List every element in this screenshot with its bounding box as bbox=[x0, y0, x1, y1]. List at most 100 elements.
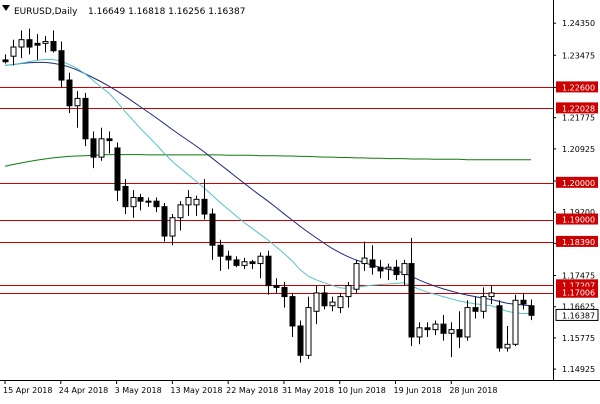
candle-body bbox=[193, 198, 200, 206]
price-tick-label: 1.17475 bbox=[562, 271, 595, 280]
candle-body bbox=[337, 296, 344, 309]
level-price-box bbox=[556, 286, 598, 298]
candle-body bbox=[161, 206, 168, 237]
candle bbox=[153, 197, 160, 213]
candle-body bbox=[106, 138, 113, 142]
candle-body bbox=[114, 147, 121, 191]
candle-body bbox=[122, 185, 129, 208]
candle-body bbox=[361, 257, 368, 265]
candle-body bbox=[345, 285, 352, 298]
candle bbox=[528, 299, 535, 321]
time-tick-label: 19 Jun 2018 bbox=[394, 386, 442, 395]
candle bbox=[209, 208, 216, 260]
candle-body bbox=[42, 41, 49, 44]
candle-body bbox=[520, 299, 527, 305]
candle bbox=[488, 285, 495, 304]
candle-body bbox=[289, 296, 296, 327]
ohlc-values: 1.16649 1.16818 1.16256 1.16387 bbox=[88, 7, 245, 17]
candle bbox=[504, 325, 511, 352]
time-tick-label: 13 May 2018 bbox=[170, 386, 222, 395]
level-price-label: 1.20000 bbox=[562, 179, 595, 188]
current-price-box bbox=[555, 308, 599, 321]
candle-body bbox=[353, 263, 360, 290]
candle-body bbox=[225, 255, 232, 261]
candle bbox=[448, 322, 455, 358]
candle-body bbox=[369, 259, 376, 268]
candle bbox=[10, 39, 17, 66]
time-tick-label: 15 Apr 2018 bbox=[3, 386, 52, 395]
time-tick-label: 31 May 2018 bbox=[282, 386, 334, 395]
candle-body bbox=[50, 41, 57, 52]
time-tick-label: 22 May 2018 bbox=[226, 386, 278, 395]
candle bbox=[26, 28, 33, 55]
level-price-box bbox=[556, 102, 598, 114]
chart-header: EURUSD,Daily 1.16649 1.16818 1.16256 1.1… bbox=[2, 5, 245, 17]
candle bbox=[289, 292, 296, 337]
candle bbox=[520, 292, 527, 310]
candle-body bbox=[233, 259, 240, 266]
candle bbox=[257, 252, 264, 279]
candle-body bbox=[313, 292, 320, 312]
candle bbox=[18, 30, 25, 59]
candle-body bbox=[448, 329, 455, 334]
candle bbox=[249, 259, 256, 270]
candle-body bbox=[440, 323, 447, 334]
candle-body bbox=[177, 204, 184, 219]
candle-body bbox=[464, 307, 471, 338]
candle bbox=[66, 72, 73, 114]
candle-body bbox=[74, 97, 81, 107]
candle-body bbox=[504, 343, 511, 349]
level-price-label: 1.18390 bbox=[562, 238, 595, 247]
price-tick-label: 1.20925 bbox=[562, 145, 595, 154]
candle-body bbox=[377, 266, 384, 272]
candle bbox=[353, 259, 360, 293]
candle-body bbox=[281, 286, 288, 298]
level-price-label: 1.22028 bbox=[562, 104, 595, 113]
price-tick-label: 1.23475 bbox=[562, 51, 595, 60]
candle-body bbox=[480, 296, 487, 312]
price-axis: 1.24350 1.23475 1.22600 1.21775 1.20925 1.200… bbox=[553, 19, 599, 374]
candle-body bbox=[273, 285, 280, 288]
candle-body bbox=[209, 213, 216, 246]
candle bbox=[193, 195, 200, 216]
candle bbox=[440, 314, 447, 341]
level-price-box bbox=[556, 235, 598, 247]
level-price-box bbox=[556, 81, 598, 93]
candle-body bbox=[249, 261, 256, 265]
candle bbox=[90, 131, 97, 169]
candle bbox=[106, 131, 113, 154]
candle bbox=[305, 296, 312, 359]
candle bbox=[401, 259, 408, 286]
candle-body bbox=[416, 327, 423, 338]
candle bbox=[42, 36, 49, 53]
candle bbox=[74, 91, 81, 128]
candle bbox=[169, 214, 176, 246]
price-tick-label: 1.24350 bbox=[562, 19, 595, 28]
candle bbox=[337, 292, 344, 314]
level-price-box bbox=[556, 176, 598, 188]
candle-body bbox=[385, 266, 392, 270]
expand-arrow-icon[interactable] bbox=[2, 5, 10, 11]
candle bbox=[385, 263, 392, 281]
candle bbox=[424, 322, 431, 337]
candle bbox=[432, 320, 439, 336]
candle-body bbox=[10, 46, 17, 57]
candle bbox=[130, 190, 137, 218]
time-tick-label: 24 Apr 2018 bbox=[59, 386, 108, 395]
candle bbox=[281, 281, 288, 308]
candle-body bbox=[2, 59, 9, 63]
candle-body bbox=[137, 197, 144, 202]
time-tick-label: 3 May 2018 bbox=[115, 386, 162, 395]
candle-body bbox=[472, 307, 479, 312]
candle bbox=[122, 179, 129, 215]
candle-body bbox=[408, 263, 415, 338]
candle-body bbox=[18, 39, 25, 48]
candle bbox=[225, 250, 232, 270]
candle bbox=[137, 193, 144, 211]
ma-mid-line bbox=[4, 61, 532, 307]
candle-body bbox=[424, 327, 431, 331]
price-tick-label: 1.19200 bbox=[562, 208, 595, 217]
candle-body bbox=[241, 261, 248, 266]
candle-body bbox=[393, 266, 400, 276]
